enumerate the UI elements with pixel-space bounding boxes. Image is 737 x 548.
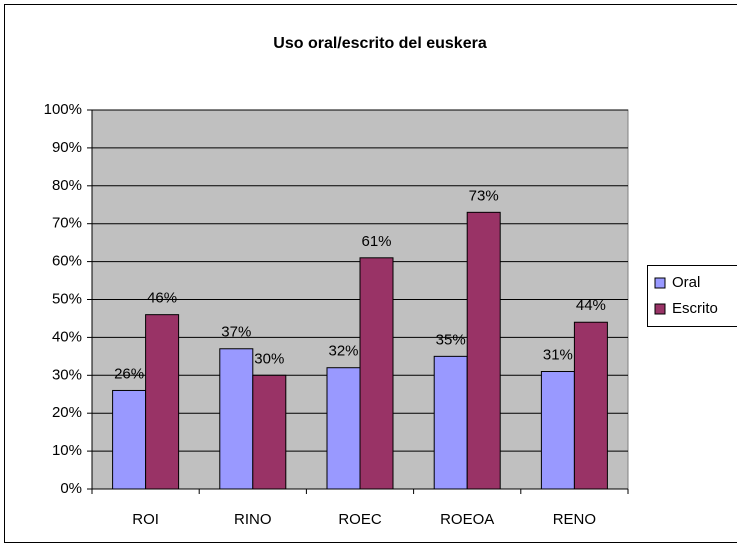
y-tick-label: 100% xyxy=(44,101,82,118)
y-tick-label: 50% xyxy=(52,290,82,307)
bar xyxy=(573,321,608,490)
y-tick-label: 20% xyxy=(52,404,82,421)
y-tick-label: 0% xyxy=(60,480,82,497)
value-label: 35% xyxy=(436,331,466,348)
y-tick-label: 70% xyxy=(52,215,82,232)
legend-swatch xyxy=(654,303,666,315)
value-label: 37% xyxy=(221,324,251,341)
value-label: 46% xyxy=(147,290,177,307)
legend-swatch xyxy=(654,277,666,289)
chart-title: Uso oral/escrito del euskera xyxy=(273,35,487,52)
legend-label: Escrito xyxy=(672,300,718,317)
x-tick-label: ROI xyxy=(132,511,159,528)
bar xyxy=(540,371,575,490)
value-label: 44% xyxy=(576,297,606,314)
y-tick-label: 80% xyxy=(52,177,82,194)
legend-box xyxy=(647,265,737,327)
value-label: 61% xyxy=(361,233,391,250)
bar xyxy=(466,211,501,490)
x-tick-label: ROEC xyxy=(338,511,382,528)
bar xyxy=(359,257,394,490)
bar xyxy=(219,348,254,490)
value-label: 73% xyxy=(469,187,499,204)
value-label: 32% xyxy=(328,343,358,360)
bar xyxy=(145,314,180,490)
bar xyxy=(252,374,287,490)
value-label: 31% xyxy=(543,346,573,363)
x-tick-label: RINO xyxy=(234,511,272,528)
y-tick-label: 10% xyxy=(52,442,82,459)
bar xyxy=(326,367,361,490)
y-tick-label: 90% xyxy=(52,139,82,156)
x-tick-label: ROEOA xyxy=(440,511,494,528)
value-label: 30% xyxy=(254,350,284,367)
bar xyxy=(112,389,147,490)
bar xyxy=(433,355,468,490)
y-tick-label: 40% xyxy=(52,328,82,345)
y-tick-label: 30% xyxy=(52,366,82,383)
x-tick-label: RENO xyxy=(553,511,596,528)
value-label: 26% xyxy=(114,365,144,382)
legend-label: Oral xyxy=(672,274,700,291)
y-tick-label: 60% xyxy=(52,253,82,270)
